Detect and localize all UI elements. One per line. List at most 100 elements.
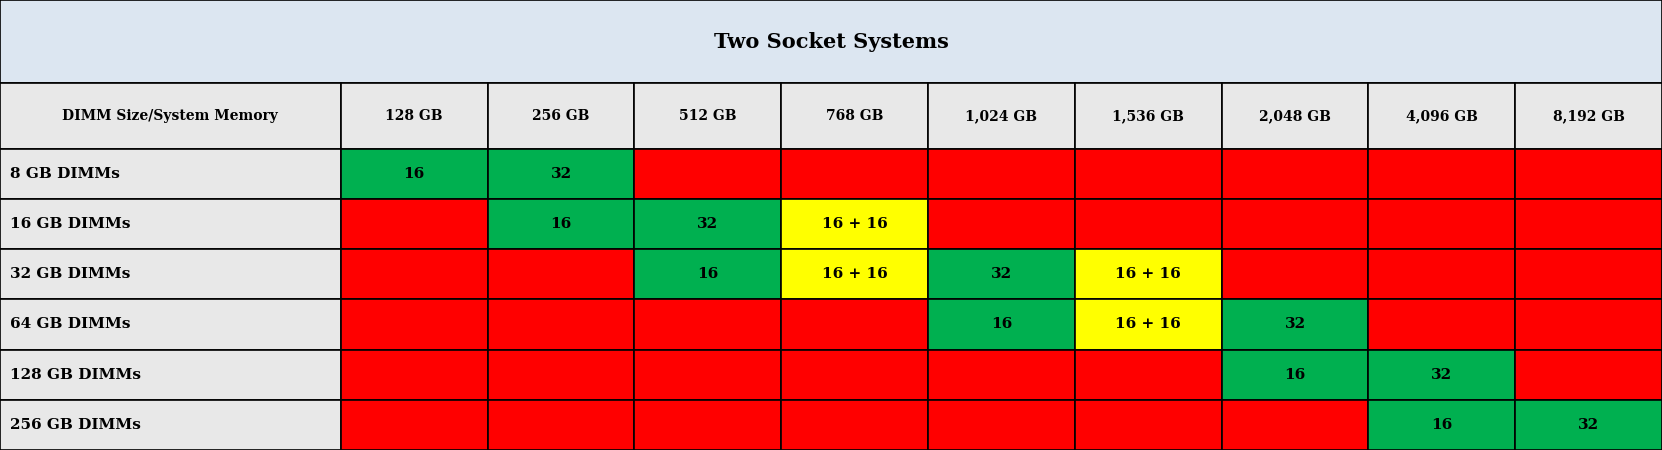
Bar bbox=[635, 83, 781, 148]
Text: 256 GB: 256 GB bbox=[532, 109, 590, 123]
Bar bbox=[1368, 83, 1516, 148]
Bar bbox=[487, 299, 635, 350]
Bar bbox=[341, 299, 487, 350]
Bar bbox=[1368, 350, 1516, 400]
Bar bbox=[1516, 400, 1662, 450]
Text: 16: 16 bbox=[404, 166, 425, 180]
Bar bbox=[927, 83, 1075, 148]
Text: 4,096 GB: 4,096 GB bbox=[1406, 109, 1478, 123]
Text: 32: 32 bbox=[1431, 368, 1453, 382]
Text: 16 + 16: 16 + 16 bbox=[821, 267, 888, 281]
Bar bbox=[341, 199, 487, 249]
Bar bbox=[1368, 199, 1516, 249]
Text: 16: 16 bbox=[696, 267, 718, 281]
Bar bbox=[635, 400, 781, 450]
Bar bbox=[0, 0, 1662, 83]
Bar bbox=[341, 350, 487, 400]
Bar bbox=[1516, 350, 1662, 400]
Text: 256 GB DIMMs: 256 GB DIMMs bbox=[10, 418, 141, 432]
Text: 8 GB DIMMs: 8 GB DIMMs bbox=[10, 166, 120, 180]
Bar bbox=[1516, 299, 1662, 350]
Bar bbox=[1222, 400, 1368, 450]
Text: 16: 16 bbox=[550, 217, 572, 231]
Text: 128 GB DIMMs: 128 GB DIMMs bbox=[10, 368, 141, 382]
Bar bbox=[487, 400, 635, 450]
Bar bbox=[341, 400, 487, 450]
Bar bbox=[781, 83, 927, 148]
Bar bbox=[1222, 83, 1368, 148]
Bar bbox=[927, 350, 1075, 400]
Bar bbox=[635, 199, 781, 249]
Bar bbox=[0, 148, 341, 199]
Bar bbox=[635, 350, 781, 400]
Text: 32: 32 bbox=[698, 217, 718, 231]
Bar bbox=[635, 249, 781, 299]
Bar bbox=[487, 249, 635, 299]
Text: 8,192 GB: 8,192 GB bbox=[1552, 109, 1624, 123]
Bar bbox=[341, 83, 487, 148]
Bar bbox=[487, 350, 635, 400]
Bar bbox=[1368, 249, 1516, 299]
Bar bbox=[0, 83, 341, 148]
Bar bbox=[487, 148, 635, 199]
Bar bbox=[781, 148, 927, 199]
Text: 32 GB DIMMs: 32 GB DIMMs bbox=[10, 267, 131, 281]
Bar bbox=[635, 299, 781, 350]
Bar bbox=[1222, 249, 1368, 299]
Text: 1,024 GB: 1,024 GB bbox=[966, 109, 1037, 123]
Bar bbox=[1075, 350, 1222, 400]
Bar bbox=[927, 299, 1075, 350]
Bar bbox=[0, 249, 341, 299]
Bar bbox=[1075, 199, 1222, 249]
Bar bbox=[0, 400, 341, 450]
Text: 16 + 16: 16 + 16 bbox=[1115, 267, 1182, 281]
Bar bbox=[1516, 83, 1662, 148]
Text: 512 GB: 512 GB bbox=[680, 109, 736, 123]
Bar bbox=[1516, 199, 1662, 249]
Bar bbox=[341, 249, 487, 299]
Text: 2,048 GB: 2,048 GB bbox=[1260, 109, 1331, 123]
Bar bbox=[927, 148, 1075, 199]
Bar bbox=[927, 249, 1075, 299]
Bar bbox=[487, 199, 635, 249]
Bar bbox=[781, 199, 927, 249]
Text: 32: 32 bbox=[991, 267, 1012, 281]
Bar bbox=[1368, 148, 1516, 199]
Bar bbox=[341, 148, 487, 199]
Text: DIMM Size/System Memory: DIMM Size/System Memory bbox=[63, 109, 278, 123]
Bar bbox=[1075, 148, 1222, 199]
Bar bbox=[1075, 249, 1222, 299]
Bar bbox=[0, 350, 341, 400]
Bar bbox=[1075, 299, 1222, 350]
Bar bbox=[0, 199, 341, 249]
Bar bbox=[1222, 199, 1368, 249]
Text: 64 GB DIMMs: 64 GB DIMMs bbox=[10, 317, 131, 331]
Bar bbox=[1222, 350, 1368, 400]
Text: 768 GB: 768 GB bbox=[826, 109, 883, 123]
Bar bbox=[1516, 249, 1662, 299]
Bar bbox=[487, 83, 635, 148]
Bar bbox=[1516, 148, 1662, 199]
Bar bbox=[927, 199, 1075, 249]
Text: Two Socket Systems: Two Socket Systems bbox=[713, 32, 949, 52]
Text: 16 GB DIMMs: 16 GB DIMMs bbox=[10, 217, 131, 231]
Text: 32: 32 bbox=[550, 166, 572, 180]
Text: 32: 32 bbox=[1577, 418, 1599, 432]
Bar bbox=[781, 400, 927, 450]
Bar bbox=[781, 299, 927, 350]
Text: 16 + 16: 16 + 16 bbox=[821, 217, 888, 231]
Bar bbox=[635, 148, 781, 199]
Bar bbox=[927, 400, 1075, 450]
Text: 16: 16 bbox=[1431, 418, 1453, 432]
Bar bbox=[0, 299, 341, 350]
Bar bbox=[1075, 83, 1222, 148]
Text: 16: 16 bbox=[1285, 368, 1306, 382]
Text: 128 GB: 128 GB bbox=[386, 109, 444, 123]
Text: 32: 32 bbox=[1285, 317, 1306, 331]
Text: 1,536 GB: 1,536 GB bbox=[1112, 109, 1183, 123]
Bar bbox=[1368, 299, 1516, 350]
Bar bbox=[781, 249, 927, 299]
Bar bbox=[1368, 400, 1516, 450]
Text: 16 + 16: 16 + 16 bbox=[1115, 317, 1182, 331]
Bar bbox=[1075, 400, 1222, 450]
